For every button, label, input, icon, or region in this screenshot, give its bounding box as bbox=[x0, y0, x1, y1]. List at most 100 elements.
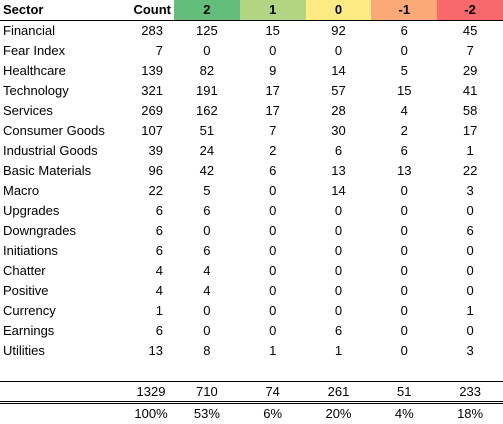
count-cell[interactable]: 1 bbox=[110, 301, 174, 321]
sector-cell[interactable]: Consumer Goods bbox=[0, 121, 110, 141]
score-cell[interactable]: 13 bbox=[371, 161, 437, 181]
score-cell[interactable]: 0 bbox=[306, 301, 372, 321]
score-cell[interactable]: 0 bbox=[174, 41, 240, 61]
score-cell[interactable]: 6 bbox=[306, 321, 372, 341]
score-cell[interactable]: 5 bbox=[174, 181, 240, 201]
score-cell[interactable]: 2 bbox=[240, 141, 306, 161]
score-cell[interactable]: 15 bbox=[371, 81, 437, 101]
percent-count-cell[interactable]: 100% bbox=[110, 403, 174, 424]
count-cell[interactable]: 6 bbox=[110, 241, 174, 261]
sector-cell[interactable]: Currency bbox=[0, 301, 110, 321]
percent-cell[interactable]: 4% bbox=[371, 403, 437, 424]
score-cell[interactable]: 0 bbox=[437, 321, 503, 341]
score-cell[interactable]: 0 bbox=[240, 201, 306, 221]
score-cell[interactable]: 125 bbox=[174, 21, 240, 42]
score-cell[interactable]: 0 bbox=[174, 301, 240, 321]
sector-cell[interactable]: Healthcare bbox=[0, 61, 110, 81]
score-cell[interactable]: 0 bbox=[240, 181, 306, 201]
totals-count-cell[interactable]: 1329 bbox=[110, 382, 174, 403]
score-header-minus-2[interactable]: -2 bbox=[437, 0, 503, 21]
score-cell[interactable]: 28 bbox=[306, 101, 372, 121]
score-cell[interactable]: 0 bbox=[371, 341, 437, 361]
score-cell[interactable]: 4 bbox=[174, 261, 240, 281]
sector-cell[interactable]: Chatter bbox=[0, 261, 110, 281]
sector-cell[interactable]: Earnings bbox=[0, 321, 110, 341]
count-cell[interactable]: 6 bbox=[110, 221, 174, 241]
score-cell[interactable]: 41 bbox=[437, 81, 503, 101]
score-cell[interactable]: 0 bbox=[306, 41, 372, 61]
score-cell[interactable]: 17 bbox=[240, 101, 306, 121]
totals-label-cell[interactable] bbox=[0, 382, 110, 403]
count-cell[interactable]: 96 bbox=[110, 161, 174, 181]
score-cell[interactable]: 0 bbox=[306, 261, 372, 281]
percent-cell[interactable]: 6% bbox=[240, 403, 306, 424]
sector-cell[interactable]: Technology bbox=[0, 81, 110, 101]
score-cell[interactable]: 9 bbox=[240, 61, 306, 81]
score-cell[interactable]: 3 bbox=[437, 341, 503, 361]
score-cell[interactable]: 17 bbox=[240, 81, 306, 101]
score-cell[interactable]: 0 bbox=[240, 281, 306, 301]
score-header-1[interactable]: 1 bbox=[240, 0, 306, 21]
score-cell[interactable]: 4 bbox=[371, 101, 437, 121]
score-cell[interactable]: 0 bbox=[240, 301, 306, 321]
score-cell[interactable]: 6 bbox=[174, 241, 240, 261]
totals-cell[interactable]: 233 bbox=[437, 382, 503, 403]
percent-cell[interactable]: 20% bbox=[306, 403, 372, 424]
score-cell[interactable]: 7 bbox=[437, 41, 503, 61]
percent-cell[interactable]: 53% bbox=[174, 403, 240, 424]
score-cell[interactable]: 45 bbox=[437, 21, 503, 42]
score-cell[interactable]: 0 bbox=[371, 241, 437, 261]
score-cell[interactable]: 0 bbox=[437, 281, 503, 301]
count-cell[interactable]: 269 bbox=[110, 101, 174, 121]
sector-cell[interactable]: Utilities bbox=[0, 341, 110, 361]
sector-cell[interactable]: Positive bbox=[0, 281, 110, 301]
score-cell[interactable]: 5 bbox=[371, 61, 437, 81]
score-header-2[interactable]: 2 bbox=[174, 0, 240, 21]
score-cell[interactable]: 0 bbox=[174, 221, 240, 241]
totals-cell[interactable]: 710 bbox=[174, 382, 240, 403]
score-cell[interactable]: 58 bbox=[437, 101, 503, 121]
score-cell[interactable]: 14 bbox=[306, 181, 372, 201]
score-cell[interactable]: 14 bbox=[306, 61, 372, 81]
score-cell[interactable]: 0 bbox=[306, 281, 372, 301]
score-cell[interactable]: 57 bbox=[306, 81, 372, 101]
score-cell[interactable]: 1 bbox=[437, 141, 503, 161]
score-cell[interactable]: 0 bbox=[371, 261, 437, 281]
percent-cell[interactable]: 18% bbox=[437, 403, 503, 424]
score-cell[interactable]: 30 bbox=[306, 121, 372, 141]
totals-cell[interactable]: 51 bbox=[371, 382, 437, 403]
score-cell[interactable]: 4 bbox=[174, 281, 240, 301]
score-cell[interactable]: 0 bbox=[240, 241, 306, 261]
score-cell[interactable]: 6 bbox=[240, 161, 306, 181]
score-cell[interactable]: 1 bbox=[437, 301, 503, 321]
score-cell[interactable]: 0 bbox=[371, 181, 437, 201]
count-cell[interactable]: 6 bbox=[110, 321, 174, 341]
count-cell[interactable]: 39 bbox=[110, 141, 174, 161]
score-cell[interactable]: 51 bbox=[174, 121, 240, 141]
score-cell[interactable]: 6 bbox=[371, 141, 437, 161]
sector-cell[interactable]: Fear Index bbox=[0, 41, 110, 61]
sector-header[interactable]: Sector bbox=[0, 0, 110, 21]
score-header-0[interactable]: 0 bbox=[306, 0, 372, 21]
sector-cell[interactable]: Downgrades bbox=[0, 221, 110, 241]
score-cell[interactable]: 0 bbox=[371, 281, 437, 301]
sector-cell[interactable]: Financial bbox=[0, 21, 110, 42]
totals-cell[interactable]: 74 bbox=[240, 382, 306, 403]
count-cell[interactable]: 321 bbox=[110, 81, 174, 101]
score-cell[interactable]: 162 bbox=[174, 101, 240, 121]
score-cell[interactable]: 1 bbox=[240, 341, 306, 361]
score-cell[interactable]: 0 bbox=[437, 261, 503, 281]
score-cell[interactable]: 7 bbox=[240, 121, 306, 141]
score-cell[interactable]: 42 bbox=[174, 161, 240, 181]
score-cell[interactable]: 0 bbox=[371, 201, 437, 221]
score-cell[interactable]: 0 bbox=[371, 221, 437, 241]
score-cell[interactable]: 0 bbox=[240, 261, 306, 281]
score-cell[interactable]: 0 bbox=[174, 321, 240, 341]
sector-cell[interactable]: Basic Materials bbox=[0, 161, 110, 181]
count-header[interactable]: Count bbox=[110, 0, 174, 21]
score-cell[interactable]: 3 bbox=[437, 181, 503, 201]
score-cell[interactable]: 15 bbox=[240, 21, 306, 42]
score-cell[interactable]: 82 bbox=[174, 61, 240, 81]
score-cell[interactable]: 0 bbox=[371, 301, 437, 321]
score-cell[interactable]: 8 bbox=[174, 341, 240, 361]
